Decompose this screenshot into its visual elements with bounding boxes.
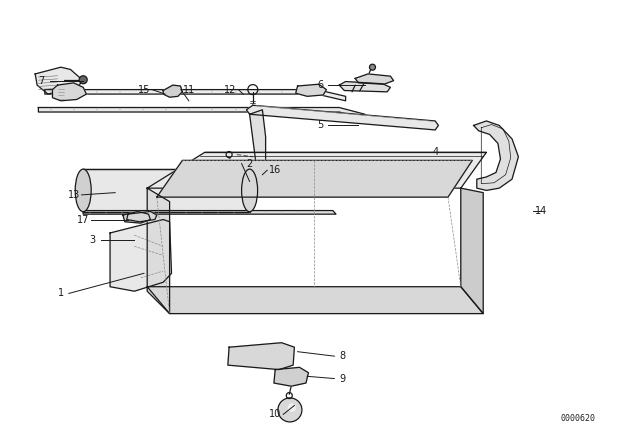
Polygon shape (38, 108, 365, 119)
Circle shape (278, 398, 302, 422)
Polygon shape (157, 160, 472, 197)
Polygon shape (123, 211, 150, 223)
Polygon shape (147, 287, 483, 314)
Polygon shape (461, 188, 483, 314)
Polygon shape (45, 90, 346, 101)
Text: 14: 14 (534, 206, 547, 215)
Polygon shape (35, 67, 83, 94)
Text: 7: 7 (38, 76, 45, 86)
Text: 16: 16 (269, 165, 282, 175)
Text: 15: 15 (138, 85, 150, 95)
Circle shape (79, 76, 87, 84)
Polygon shape (147, 188, 170, 314)
Text: 10: 10 (269, 409, 282, 419)
Text: 12: 12 (224, 85, 237, 95)
Text: 5: 5 (317, 121, 323, 130)
Text: 8: 8 (339, 351, 346, 361)
Polygon shape (110, 220, 172, 291)
Polygon shape (163, 85, 182, 97)
Ellipse shape (76, 169, 92, 212)
Text: 11: 11 (182, 85, 195, 95)
Polygon shape (83, 169, 250, 212)
Text: 17: 17 (77, 215, 90, 224)
Text: 1: 1 (58, 289, 64, 298)
Ellipse shape (242, 169, 258, 212)
Polygon shape (250, 110, 266, 164)
Text: 2: 2 (246, 159, 253, 168)
Polygon shape (339, 82, 390, 92)
Polygon shape (147, 152, 486, 188)
Text: 9: 9 (339, 374, 346, 383)
Text: 3: 3 (90, 235, 96, 245)
Polygon shape (474, 121, 518, 190)
Polygon shape (246, 105, 438, 130)
Polygon shape (52, 83, 86, 101)
Polygon shape (228, 343, 294, 370)
Polygon shape (296, 84, 326, 96)
Polygon shape (274, 367, 308, 386)
Text: 6: 6 (317, 80, 323, 90)
Text: 13: 13 (67, 190, 80, 200)
Circle shape (369, 64, 376, 70)
Text: 4: 4 (432, 147, 438, 157)
Polygon shape (127, 211, 157, 222)
Circle shape (288, 404, 296, 412)
Polygon shape (83, 211, 336, 214)
Text: 0000620: 0000620 (560, 414, 595, 423)
Polygon shape (355, 74, 394, 84)
